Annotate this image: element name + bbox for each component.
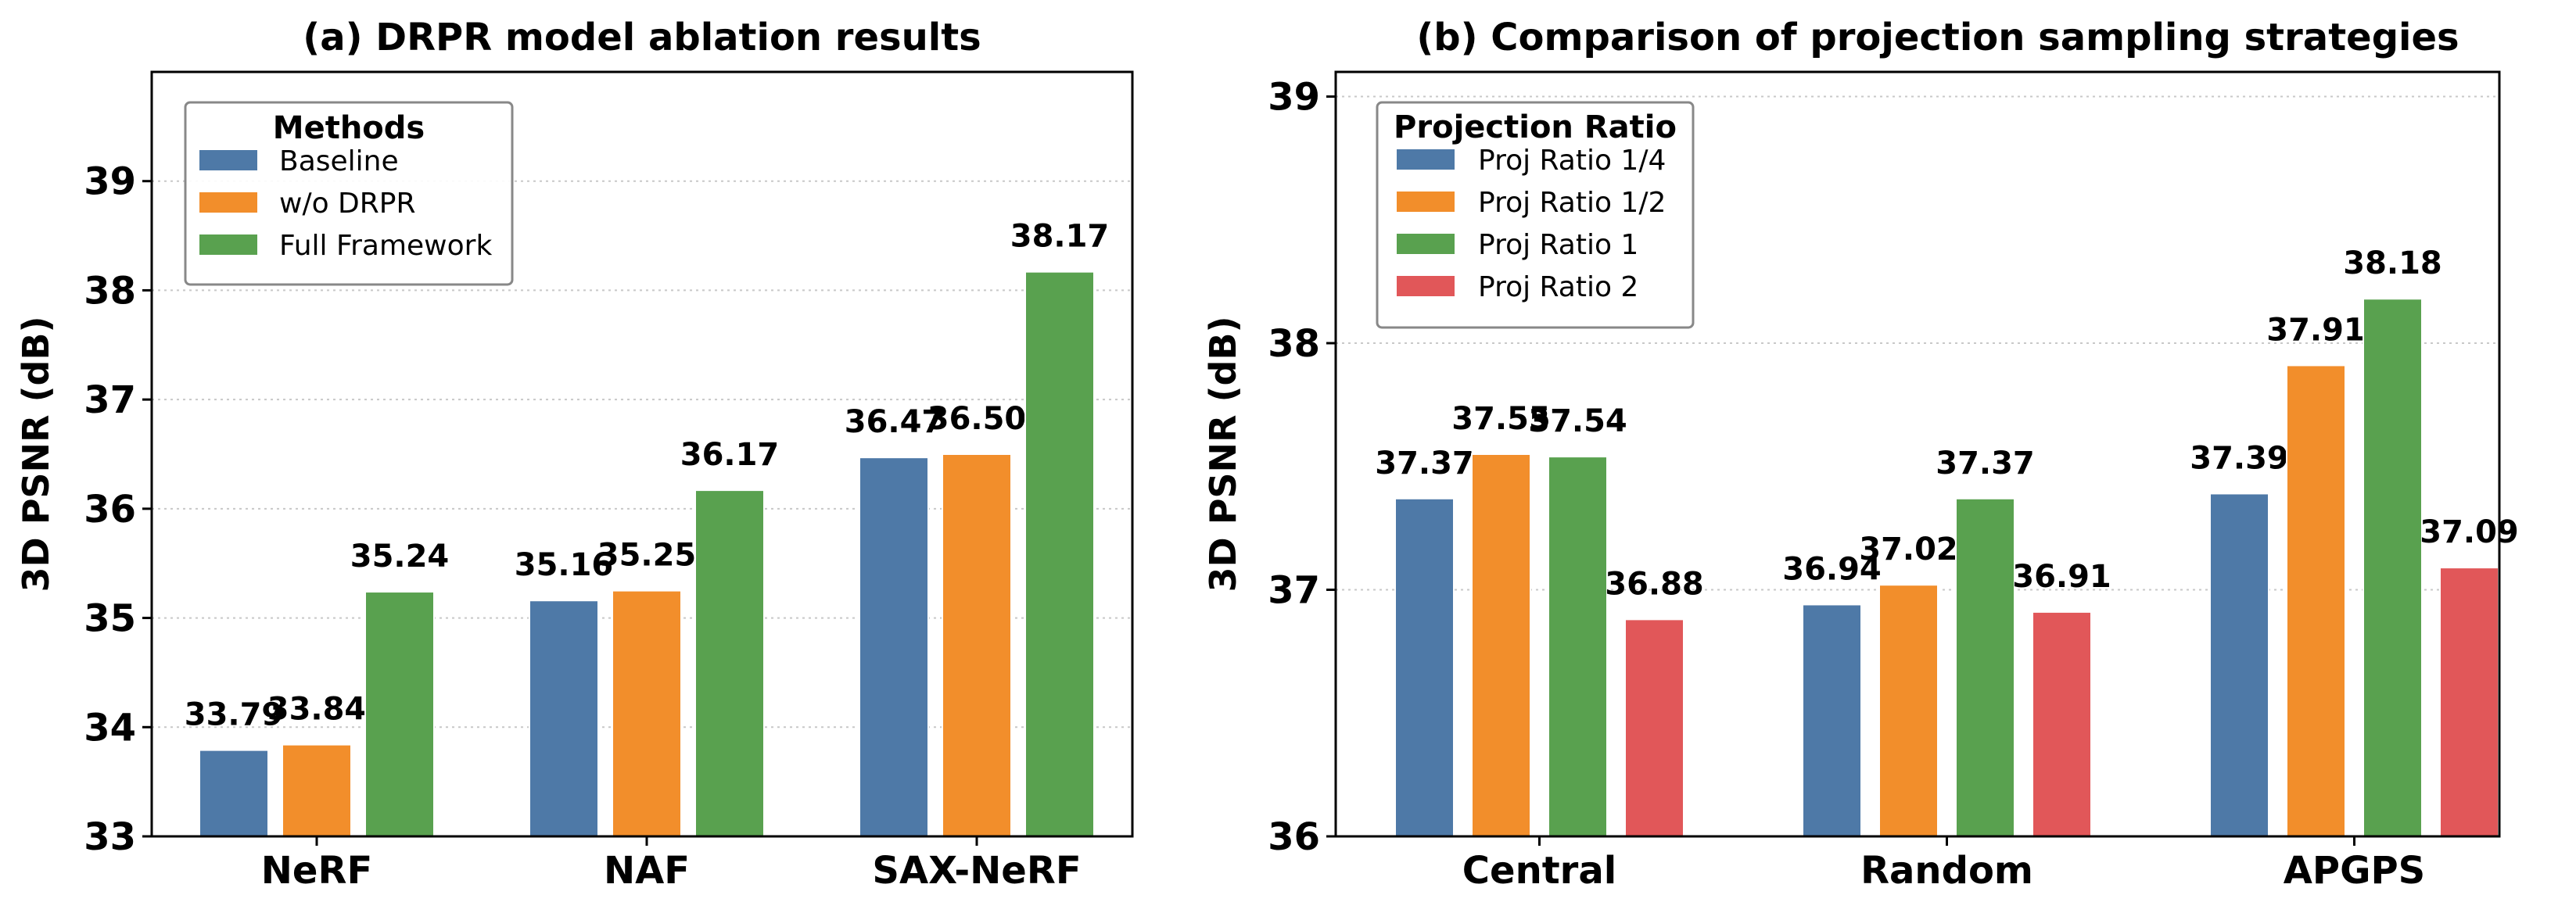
- value-label-naf-baseline: 35.16: [515, 547, 614, 583]
- legend-swatch-proj-ratio-1: [1397, 234, 1455, 254]
- bar-central-proj-ratio-2: [1624, 618, 1684, 837]
- legend-title: Projection Ratio: [1394, 109, 1677, 145]
- y-tick-label: 33: [84, 815, 136, 859]
- plot-frame: [150, 70, 1134, 838]
- y-tick-label: 35: [84, 597, 136, 641]
- bar-naf-w-o-drpr: [612, 589, 682, 838]
- value-label-apgps-proj-ratio-1-4: 37.39: [2190, 440, 2289, 476]
- value-label-random-proj-ratio-1-4: 36.94: [1782, 551, 1882, 587]
- bar-apgps-proj-ratio-1-4: [2209, 492, 2269, 837]
- bar-central-proj-ratio-1-2: [1471, 453, 1531, 837]
- value-label-apgps-proj-ratio-2: 37.09: [2420, 514, 2519, 550]
- bar-random-proj-ratio-1-4: [1802, 603, 1862, 838]
- value-label-central-proj-ratio-1-2: 37.55: [1451, 401, 1551, 437]
- legend-label-baseline: Baseline: [279, 145, 399, 177]
- plot-frame: [1334, 70, 2501, 838]
- bar-apgps-proj-ratio-2: [2439, 567, 2499, 837]
- y-axis-label: 3D PSNR (dB): [15, 316, 57, 592]
- y-tick-label: 37: [84, 378, 136, 422]
- chart-panel-a: (a) DRPR model ablation results 33 34 35 36 3…: [15, 16, 1134, 893]
- legend-swatch-proj-ratio-2: [1397, 276, 1455, 296]
- x-tick-label-nerf: NeRF: [261, 849, 372, 893]
- chart-panel-b: (b) Comparison of projection sampling st…: [1202, 16, 2519, 893]
- value-label-naf-w-o-drpr: 35.25: [597, 538, 697, 574]
- bar-sax-nerf-full-framework: [1024, 270, 1095, 838]
- value-label-central-proj-ratio-1: 37.54: [1528, 403, 1627, 439]
- x-tick-label-central: Central: [1462, 849, 1616, 893]
- value-label-random-proj-ratio-1: 37.37: [1936, 446, 2035, 481]
- legend-label-proj-ratio-1-2: Proj Ratio 1/2: [1478, 187, 1666, 219]
- value-label-central-proj-ratio-2: 36.88: [1605, 566, 1704, 602]
- bar-nerf-baseline: [199, 749, 269, 838]
- y-tick-label: 39: [84, 160, 136, 204]
- x-tick-label-naf: NAF: [604, 849, 690, 893]
- value-label-naf-full-framework: 36.17: [680, 437, 780, 473]
- legend-label-proj-ratio-1: Proj Ratio 1: [1478, 229, 1638, 261]
- bar-random-proj-ratio-1: [1955, 497, 2015, 837]
- legend-label-full-framework: Full Framework: [279, 230, 492, 262]
- legend-box: [184, 101, 514, 286]
- bar-sax-nerf-w-o-drpr: [942, 453, 1012, 837]
- bar-central-proj-ratio-1-4: [1394, 497, 1455, 837]
- legend-swatch-proj-ratio-1-2: [1397, 192, 1455, 212]
- bar-nerf-full-framework: [364, 591, 435, 837]
- x-tick-label-sax-nerf: SAX-NeRF: [872, 849, 1081, 893]
- y-tick-label: 36: [84, 488, 136, 532]
- bar-naf-baseline: [529, 600, 599, 838]
- y-tick-label: 38: [84, 269, 136, 313]
- bar-nerf-w-o-drpr: [282, 743, 352, 838]
- y-tick-label: 39: [1268, 76, 1320, 120]
- y-tick-label: 36: [1268, 815, 1320, 859]
- legend-swatch-full-framework: [199, 234, 257, 255]
- value-label-central-proj-ratio-1-4: 37.37: [1375, 446, 1474, 481]
- y-tick-label: 38: [1268, 322, 1320, 366]
- value-label-sax-nerf-baseline: 36.47: [845, 404, 944, 440]
- y-tick-label: 37: [1268, 569, 1320, 613]
- bar-apgps-proj-ratio-1-2: [2286, 364, 2346, 838]
- legend-box: [1376, 101, 1695, 329]
- legend-label-w-o-drpr: w/o DRPR: [279, 188, 416, 220]
- legend-swatch-w-o-drpr: [199, 192, 257, 213]
- legend-swatch-proj-ratio-1-4: [1397, 149, 1455, 170]
- bar-apgps-proj-ratio-1: [2363, 298, 2423, 837]
- bar-sax-nerf-baseline: [859, 456, 929, 837]
- legend-label-proj-ratio-2: Proj Ratio 2: [1478, 271, 1638, 303]
- value-label-nerf-baseline: 33.79: [185, 697, 284, 733]
- legend-label-proj-ratio-1-4: Proj Ratio 1/4: [1478, 145, 1666, 177]
- legend-title: Methods: [273, 110, 425, 146]
- value-label-nerf-full-framework: 35.24: [350, 539, 450, 575]
- value-label-sax-nerf-w-o-drpr: 36.50: [927, 401, 1027, 437]
- value-label-sax-nerf-full-framework: 38.17: [1010, 219, 1110, 255]
- bar-random-proj-ratio-2: [2032, 610, 2092, 837]
- chart-title: (a) DRPR model ablation results: [303, 16, 981, 59]
- value-label-apgps-proj-ratio-1-2: 37.91: [2266, 312, 2366, 348]
- x-tick-label-random: Random: [1860, 849, 2033, 893]
- bar-central-proj-ratio-1: [1548, 456, 1608, 837]
- x-tick-label-apgps: APGPS: [2284, 849, 2425, 893]
- value-label-nerf-w-o-drpr: 33.84: [267, 692, 367, 728]
- bar-naf-full-framework: [694, 489, 765, 837]
- value-label-random-proj-ratio-2: 36.91: [2012, 559, 2111, 595]
- value-label-apgps-proj-ratio-1: 38.18: [2343, 245, 2442, 281]
- bar-random-proj-ratio-1-2: [1878, 584, 1939, 838]
- value-label-random-proj-ratio-1-2: 37.02: [1859, 532, 1958, 567]
- legend-swatch-baseline: [199, 150, 257, 170]
- y-tick-label: 34: [84, 706, 136, 750]
- chart-title: (b) Comparison of projection sampling st…: [1416, 16, 2459, 59]
- y-axis-label: 3D PSNR (dB): [1202, 316, 1244, 592]
